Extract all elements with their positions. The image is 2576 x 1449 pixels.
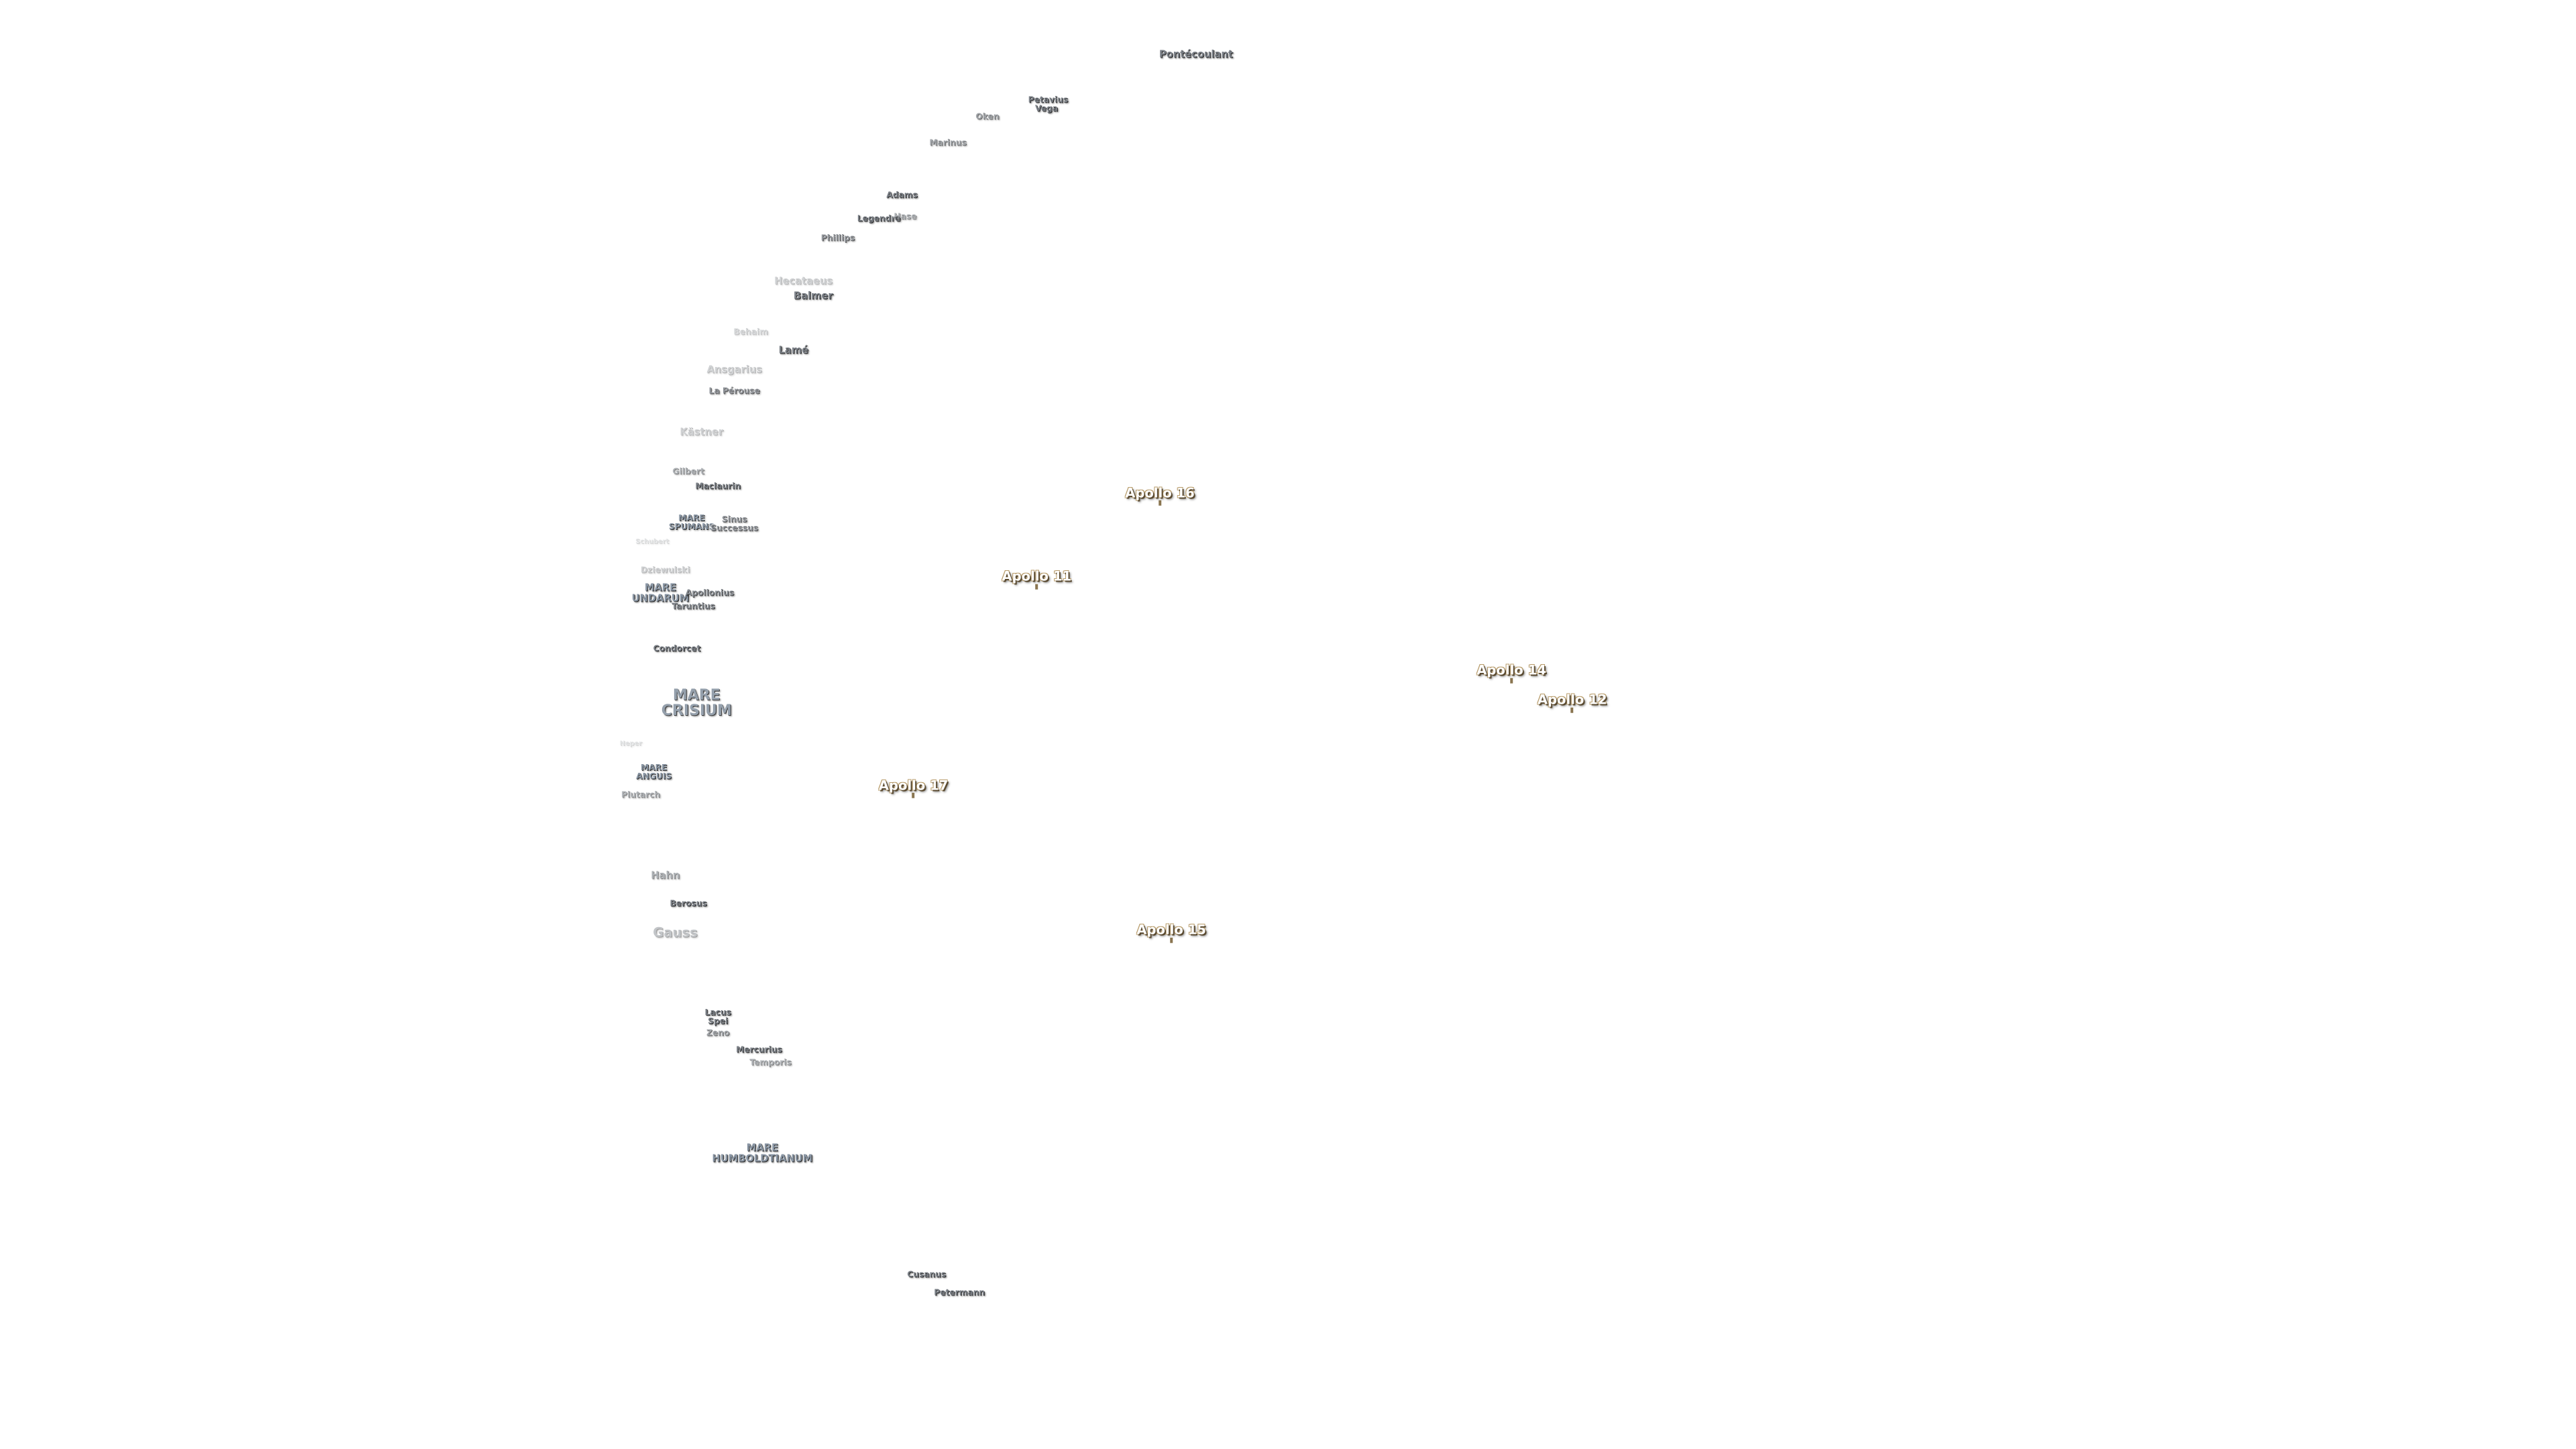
feature-label: La Pérouse	[709, 386, 760, 395]
label-line: Temporis	[749, 1058, 792, 1068]
feature-label: Petermann	[934, 1289, 985, 1297]
label-line: Berosus	[669, 898, 707, 908]
feature-label: Hahn	[651, 869, 680, 881]
feature-label: Gilbert	[672, 467, 704, 476]
label-line: Phillips	[820, 233, 855, 243]
label-line: Oken	[975, 111, 1000, 121]
label-line: Successus	[710, 523, 759, 533]
label-line: Kästner	[680, 426, 724, 438]
label-line: Apollonius	[685, 588, 735, 598]
mare-label: MARE UNDARUM	[631, 582, 690, 604]
label-line: La Pérouse	[708, 386, 760, 396]
mare-label: MARE ANGUIS	[636, 763, 672, 781]
label-line: MARE	[746, 1142, 778, 1154]
feature-label: Zeno	[706, 1029, 729, 1038]
label-line: Lamé	[778, 343, 809, 356]
feature-label: Ansgarius	[706, 364, 762, 376]
label-line: HUMBOLDTIANUM	[712, 1152, 813, 1165]
feature-label: Marinus	[929, 138, 967, 148]
feature-label: Hecataeus	[774, 276, 833, 286]
label-line: Zeno	[706, 1028, 730, 1038]
label-line: Plutarch	[621, 790, 661, 800]
feature-label: Dziewulski	[641, 566, 690, 574]
mare-label: MARE SPUMANS	[669, 514, 714, 531]
feature-label: Taruntius	[672, 602, 715, 610]
label-line: Balmer	[793, 290, 833, 302]
label-line: Gilbert	[672, 466, 704, 476]
label-line: MARE	[672, 687, 720, 704]
label-line: MARE	[678, 513, 705, 523]
feature-label: Oken	[975, 112, 999, 121]
label-line: Legendre	[857, 213, 901, 223]
label-line: Dziewulski	[641, 565, 690, 575]
label-line: Vega	[1034, 103, 1059, 113]
feature-label: Maclaurin	[695, 482, 741, 490]
landing-site: Apollo 12	[1538, 693, 1607, 713]
landing-site: Apollo 11	[1002, 570, 1072, 590]
feature-label: Behaim	[733, 327, 768, 336]
label-line: Petermann	[934, 1287, 985, 1297]
label-line: Cusanus	[907, 1269, 947, 1279]
feature-label: Pontécoulant	[1159, 48, 1233, 60]
label-line: Ansgarius	[706, 364, 762, 376]
feature-label: Lacus Spei	[705, 1008, 731, 1026]
label-line: CRISIUM	[661, 702, 732, 720]
feature-label: Neper	[619, 740, 643, 748]
label-line: Marinus	[929, 138, 967, 148]
feature-label: Kästner	[680, 427, 723, 437]
landing-site: Apollo 15	[1136, 923, 1206, 943]
feature-label: Schubert	[635, 538, 669, 546]
feature-label: Petavius	[1028, 96, 1069, 105]
label-line: ANGUIS	[636, 771, 672, 782]
landing-site: Apollo 14	[1477, 663, 1546, 684]
feature-label: Lamé	[778, 343, 809, 356]
feature-label: Balmer	[794, 290, 833, 301]
label-line: UNDARUM	[631, 592, 690, 604]
label-line: Lacus	[704, 1008, 731, 1018]
label-line: Hase	[894, 211, 917, 221]
feature-label: Sinus Successus	[710, 515, 758, 533]
feature-label: Berosus	[669, 898, 707, 908]
feature-label: Vega	[1035, 104, 1058, 113]
label-line: Sinus	[721, 515, 747, 525]
label-line: Hecataeus	[774, 275, 833, 287]
label-line: Adams	[886, 190, 918, 200]
mare-label: MARE HUMBOLDTIANUM	[712, 1142, 813, 1165]
feature-label: Hase	[894, 211, 917, 221]
landing-site: Apollo 17	[879, 779, 949, 798]
label-line: Condorcet	[653, 643, 701, 653]
label-line: Neper	[619, 740, 643, 748]
feature-label: Adams	[886, 191, 918, 200]
label-line: Hahn	[651, 869, 680, 881]
feature-label: Cusanus	[907, 1271, 946, 1279]
feature-label: Temporis	[749, 1059, 791, 1067]
mare-label: MARE CRISIUM	[661, 688, 732, 718]
label-line: MARE	[644, 582, 677, 594]
feature-label: Mercurius	[736, 1045, 782, 1054]
feature-label: Gauss	[653, 926, 698, 941]
landing-site: Apollo 16	[1125, 486, 1195, 506]
feature-label: Condorcet	[653, 645, 701, 653]
label-line: MARE	[640, 763, 667, 773]
feature-label: Apollonius	[685, 588, 735, 598]
label-line: SPUMANS	[668, 521, 715, 531]
label-line: Petavius	[1028, 95, 1069, 105]
label-line: Schubert	[635, 538, 669, 546]
label-line: Gauss	[653, 924, 698, 941]
label-line: Maclaurin	[695, 481, 741, 491]
feature-label: Phillips	[820, 233, 855, 243]
feature-label: Plutarch	[621, 791, 660, 800]
feature-label: Legendre	[857, 214, 901, 223]
label-line: Spei	[708, 1016, 729, 1026]
label-line: Mercurius	[736, 1044, 782, 1055]
label-line: Behaim	[733, 327, 768, 337]
label-line: Taruntius	[672, 601, 715, 611]
label-line: Pontécoulant	[1159, 48, 1233, 60]
